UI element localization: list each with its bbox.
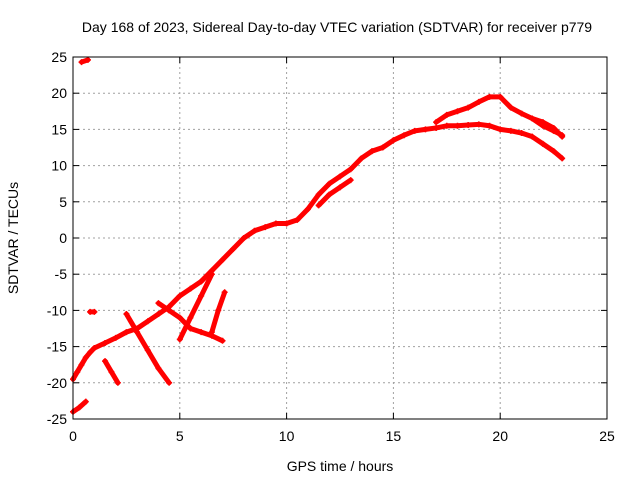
data-band (145, 347, 161, 371)
y-tick-label: -20 (47, 375, 67, 391)
y-tick-label: -5 (55, 266, 68, 282)
plot-area (70, 56, 566, 415)
x-tick-label: 10 (279, 428, 295, 444)
chart-title: Day 168 of 2023, Sidereal Day-to-day VTE… (82, 19, 592, 35)
data-band (209, 257, 226, 274)
data-band (209, 333, 226, 344)
y-axis-label: SDTVAR / TECUs (5, 182, 21, 294)
data-band (497, 94, 514, 111)
y-tick-label: -10 (47, 302, 67, 318)
y-tick-label: 5 (59, 194, 67, 210)
data-band (155, 365, 172, 386)
data-band (134, 329, 151, 353)
data-band (348, 155, 364, 172)
y-tick-label: 15 (51, 121, 67, 137)
data-band (294, 206, 311, 223)
data-band (337, 177, 354, 190)
data-band (551, 125, 565, 140)
data-band (305, 192, 322, 212)
y-tick-label: -25 (47, 411, 67, 427)
data-band (316, 181, 332, 198)
data-band (177, 315, 193, 342)
y-tick-label: -15 (47, 339, 67, 355)
data-band (79, 57, 91, 65)
data-band (76, 399, 89, 410)
y-tick-label: 20 (51, 85, 67, 101)
plot-frame (72, 56, 608, 420)
data-band (108, 369, 121, 386)
x-tick-label: 25 (599, 428, 615, 444)
data-band (209, 307, 221, 335)
data-band (220, 246, 236, 263)
data-band (166, 293, 183, 310)
axis-ticks: 0 5 10 15 20 25 -25 -20 -15 -10 -5 0 5 10 15 20 25 (47, 49, 615, 444)
y-tick-label: 25 (51, 49, 67, 65)
x-axis-label: GPS time / hours (287, 458, 394, 474)
grid-lines (73, 57, 607, 419)
data-band (551, 148, 565, 161)
data-band (123, 311, 140, 335)
data-band (215, 289, 228, 313)
x-tick-label: 15 (386, 428, 402, 444)
data-band (198, 271, 215, 299)
x-tick-label: 20 (492, 428, 508, 444)
x-tick-label: 0 (69, 428, 77, 444)
y-tick-label: 10 (51, 158, 67, 174)
data-band (316, 192, 332, 208)
y-tick-label: 0 (59, 230, 67, 246)
data-band (230, 235, 247, 252)
data-band (198, 268, 215, 284)
x-tick-label: 5 (176, 428, 184, 444)
data-band (187, 293, 204, 321)
